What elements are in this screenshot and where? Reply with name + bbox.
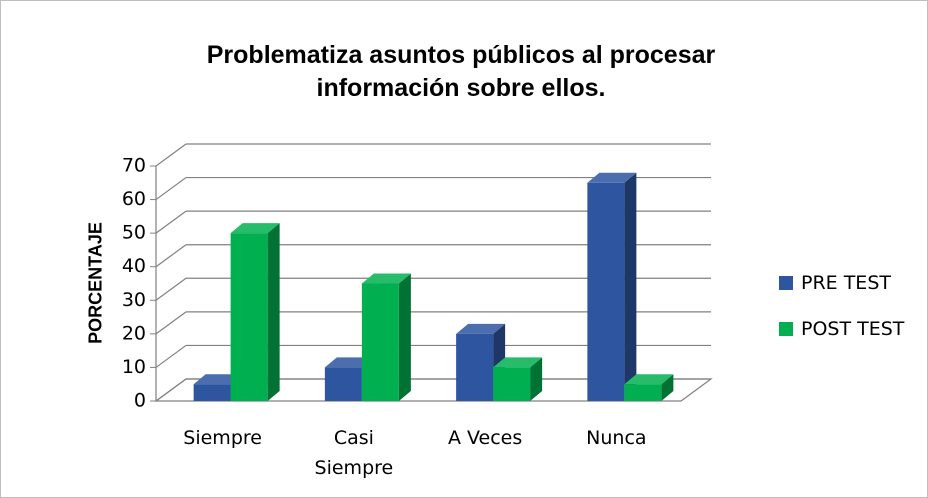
chart-title: Problematiza asuntos públicos al procesa… — [206, 41, 716, 102]
bar — [624, 384, 662, 401]
bar-top — [456, 323, 506, 334]
y-tick-label: 50 — [122, 222, 146, 244]
grid-line-side — [155, 378, 187, 402]
grid-line-side — [155, 143, 187, 167]
grid-line-side — [155, 344, 187, 368]
y-tick-label: 30 — [122, 289, 146, 311]
bar-side — [661, 374, 674, 401]
bar-side — [267, 223, 280, 401]
grid-line-side — [155, 311, 187, 335]
grid-line-side — [155, 277, 187, 301]
bar-side — [398, 273, 411, 401]
bar — [456, 333, 494, 401]
legend-label: PRE TEST — [801, 272, 891, 294]
y-tick-label: 20 — [122, 322, 146, 344]
legend-swatch — [779, 322, 793, 336]
bar-side — [624, 172, 637, 401]
bar-top — [324, 357, 374, 368]
bar — [193, 384, 231, 401]
bar-top — [230, 223, 280, 234]
grid-line-side — [155, 177, 187, 201]
x-tick-label: Siempre — [183, 427, 262, 449]
x-tick-label: A Veces — [447, 427, 523, 449]
bar — [230, 233, 268, 401]
y-tick-label: 40 — [122, 255, 146, 277]
bar — [493, 367, 531, 401]
grid-line-side — [155, 244, 187, 268]
legend-label: POST TEST — [801, 318, 905, 340]
bar-side — [530, 357, 543, 401]
bar — [587, 182, 625, 401]
bar-top — [624, 374, 674, 385]
y-tick-label: 0 — [134, 390, 146, 412]
bar-top — [361, 273, 411, 284]
bar-top — [193, 374, 243, 385]
bar-top — [493, 357, 543, 368]
bar — [324, 367, 362, 401]
bar — [361, 283, 399, 401]
y-tick-label: 60 — [122, 188, 146, 210]
y-tick-label: 10 — [122, 356, 146, 378]
legend-swatch — [779, 276, 793, 290]
bar-top — [587, 172, 637, 183]
x-tick-label: Nunca — [586, 427, 647, 449]
grid-line-side — [155, 210, 187, 234]
y-tick-label: 70 — [122, 155, 146, 177]
x-tick-label: Casi Siempre — [314, 427, 394, 479]
y-axis-label: PORCENTAJE — [85, 222, 106, 344]
